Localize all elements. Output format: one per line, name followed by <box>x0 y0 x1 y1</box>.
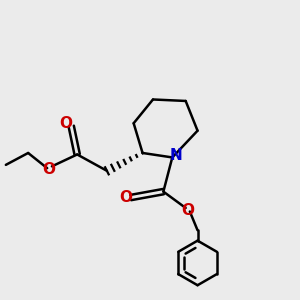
Text: O: O <box>182 203 194 218</box>
Text: O: O <box>59 116 72 131</box>
Text: O: O <box>119 190 132 205</box>
Text: N: N <box>169 148 182 163</box>
Text: O: O <box>42 162 56 177</box>
